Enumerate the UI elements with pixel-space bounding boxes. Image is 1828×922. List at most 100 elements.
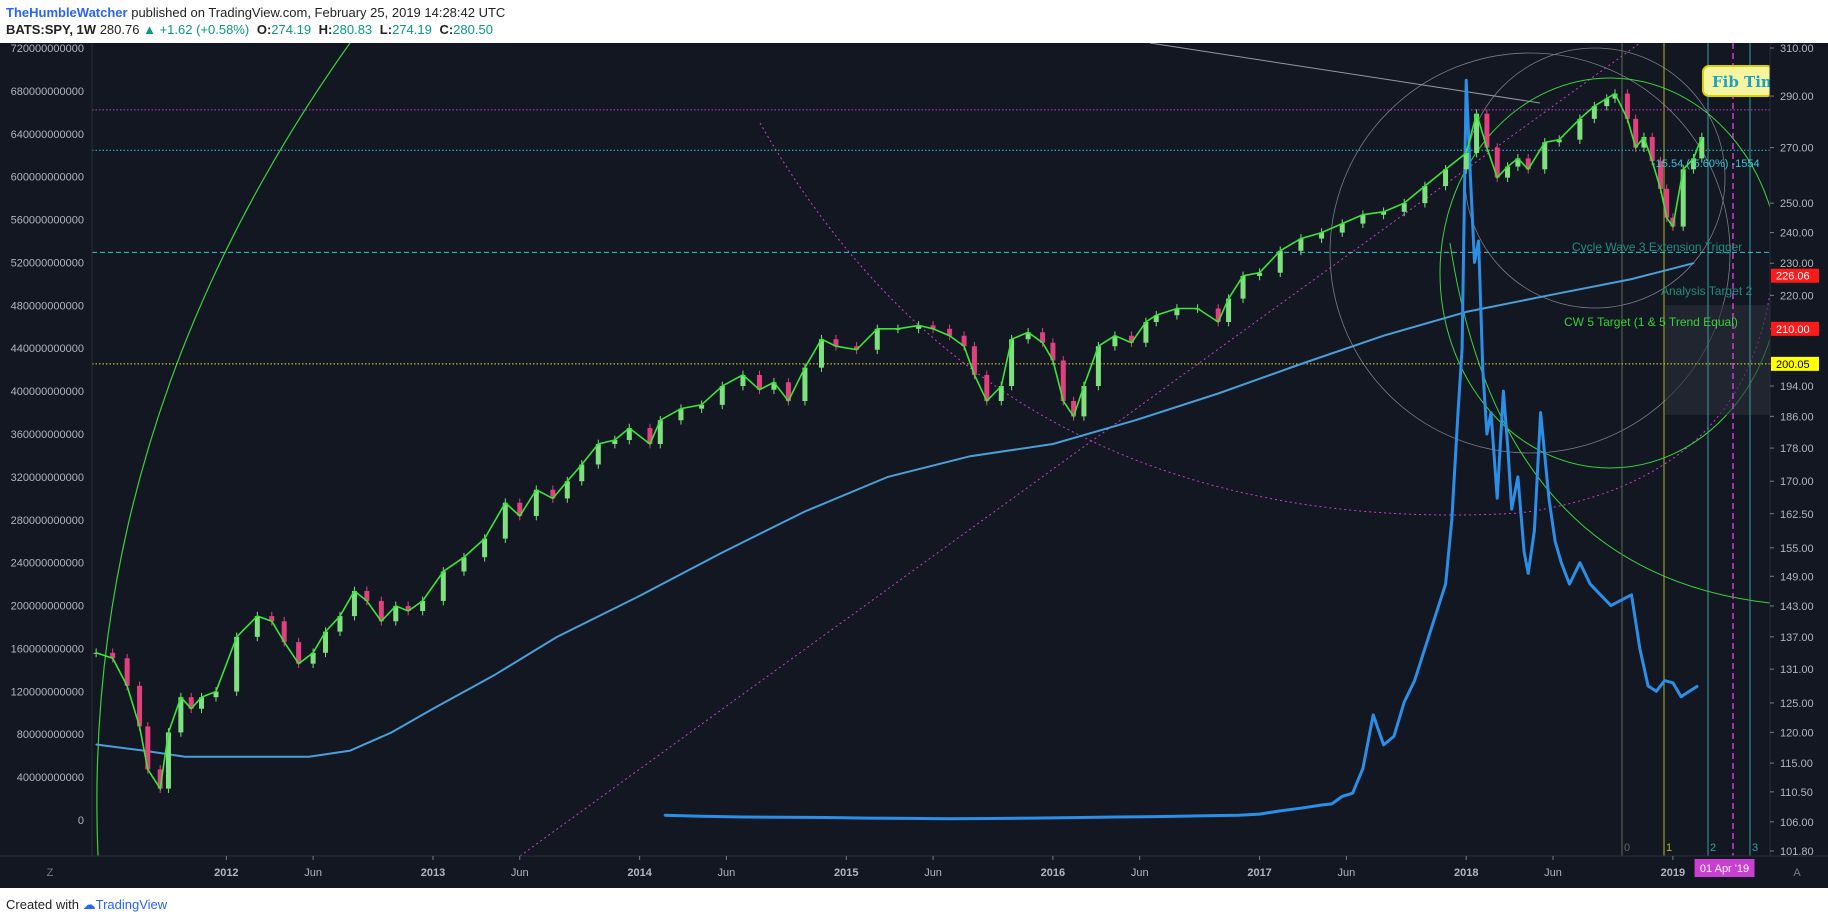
price-tag-box <box>1771 321 1819 336</box>
candle-body <box>1257 272 1263 276</box>
cw5-target-label: CW 5 Target (1 & 5 Trend Equal) <box>1564 315 1738 329</box>
tradingview-brand: TradingView <box>95 897 168 912</box>
left-axis-tick-label: 320000000000 <box>11 472 84 484</box>
blue-series-point <box>1486 433 1488 435</box>
candle-body <box>947 328 953 336</box>
right-axis-tick-label: 120.00 <box>1780 727 1814 739</box>
candle <box>1612 89 1618 103</box>
date-tag-box <box>1694 859 1755 877</box>
right-axis[interactable]: 310.00 290.00 270.00 250.00 240.00 230.00 220.… <box>1769 43 1828 888</box>
fib-time-label-box: Fib Tim <box>1702 65 1777 97</box>
left-axis-tick-label: 720000000000 <box>11 43 84 55</box>
candle-body <box>1422 186 1428 204</box>
candle-body <box>188 697 194 709</box>
candle-body <box>1401 203 1407 212</box>
candle-body <box>550 489 556 499</box>
tradingview-logo-icon[interactable]: ☁TradingView <box>82 897 168 912</box>
candle <box>1505 162 1511 182</box>
time-axis-tick-label: Jun <box>511 867 529 879</box>
blue-series-point <box>1639 647 1641 650</box>
fib-fan-line <box>519 43 1641 857</box>
candle-body <box>157 769 163 789</box>
candle-body <box>1699 137 1705 159</box>
blue-series-point <box>1351 792 1354 794</box>
moving-average-point <box>390 731 393 734</box>
candle-body <box>1691 158 1697 170</box>
time-axis-tick-label: 2016 <box>1041 867 1065 879</box>
candle-body <box>1319 232 1325 239</box>
time-axis[interactable]: 2012 Jun 2013 Jun 2014 Jun 2015 Jun 2016 Jun 2017 J… <box>0 855 1828 888</box>
time-axis-tick-label: 2014 <box>627 867 652 879</box>
candle <box>1060 356 1066 406</box>
left-axis-tick-label: 160000000000 <box>11 643 84 655</box>
published-text: published on TradingView.com, February 2… <box>131 5 506 20</box>
blue-series-point <box>1461 347 1463 350</box>
last-price: 280.76 <box>99 22 140 37</box>
candle <box>145 722 151 774</box>
candle <box>699 400 705 413</box>
left-axis-tick-label: 0 <box>78 815 84 827</box>
change-measure-label: -15.54 (-5.60%) -1554 <box>1652 158 1760 170</box>
candle <box>110 648 116 663</box>
right-axis-tick-label: 170.00 <box>1780 476 1814 488</box>
candle-body <box>916 325 922 329</box>
candle <box>833 334 839 351</box>
blue-series-point <box>1473 261 1476 264</box>
left-axis-tick-label: 80000000000 <box>17 729 84 741</box>
left-axis[interactable]: 720000000000 680000000000 640000000000 6000… <box>0 43 93 856</box>
candle-body <box>213 691 219 698</box>
moving-average-point <box>95 743 97 746</box>
blue-series-point <box>1300 807 1302 810</box>
analysis-target-label: Analysis Target 2 <box>1661 284 1752 298</box>
fib-arc-magenta <box>759 122 1771 516</box>
price-chart[interactable]: Fib Tim Cycle Wave 3 Extension Trigger Ana… <box>0 43 1828 888</box>
left-axis-tick-label: 440000000000 <box>11 343 84 355</box>
author-link[interactable]: TheHumbleWatcher <box>6 5 128 20</box>
candle-body <box>984 374 990 402</box>
blue-series-point <box>1372 714 1375 716</box>
high-label: H: <box>318 22 333 37</box>
low-value: 274.19 <box>392 22 432 37</box>
candle <box>1515 154 1521 171</box>
blue-series-point <box>1114 816 1116 818</box>
price-tag-text: 210.00 <box>1776 324 1810 336</box>
date-tag: 01 Apr '19 <box>1694 859 1755 877</box>
candle <box>1360 210 1366 228</box>
candle-body <box>1071 401 1077 417</box>
candle-body <box>1112 335 1118 347</box>
right-axis-tick-label: 178.00 <box>1780 443 1814 455</box>
publish-header: TheHumbleWatcher published on TradingVie… <box>6 4 505 21</box>
blue-series-point <box>1548 497 1550 500</box>
left-axis-tick-label: 40000000000 <box>17 772 84 784</box>
trend-line <box>1149 43 1541 104</box>
blue-series-point <box>1560 561 1563 564</box>
blue-series-point <box>783 816 786 819</box>
candle-body <box>961 335 967 347</box>
candle-body <box>564 481 570 499</box>
candle <box>165 728 171 793</box>
left-axis-tick-label: 600000000000 <box>11 172 84 184</box>
blue-series-point <box>700 815 703 818</box>
blue-series-point <box>1403 701 1406 703</box>
moving-average-point <box>494 673 496 676</box>
left-axis-tick-label: 680000000000 <box>11 86 84 98</box>
candle-body <box>971 346 977 375</box>
candle-body <box>833 339 839 347</box>
blue-series-point <box>990 817 992 820</box>
high-value: 280.83 <box>332 22 373 37</box>
blue-series-point <box>1502 390 1505 392</box>
auto-scale-icon[interactable]: A <box>1793 867 1801 879</box>
moving-average-point <box>308 756 310 758</box>
left-axis-bg <box>0 43 92 856</box>
chart-background <box>0 43 1828 888</box>
fib-arc-green-2 <box>1449 242 1771 604</box>
candle <box>771 377 777 395</box>
right-axis-tick-label: 194.00 <box>1780 381 1814 393</box>
time-axis-tick-label: Jun <box>1337 867 1355 879</box>
fib-time-number-0: 0 <box>1624 842 1630 854</box>
blue-series-point <box>1434 615 1437 618</box>
candle <box>854 341 860 355</box>
candle <box>930 321 936 334</box>
candle <box>1112 331 1118 351</box>
zoom-icon[interactable]: Z <box>47 867 54 879</box>
